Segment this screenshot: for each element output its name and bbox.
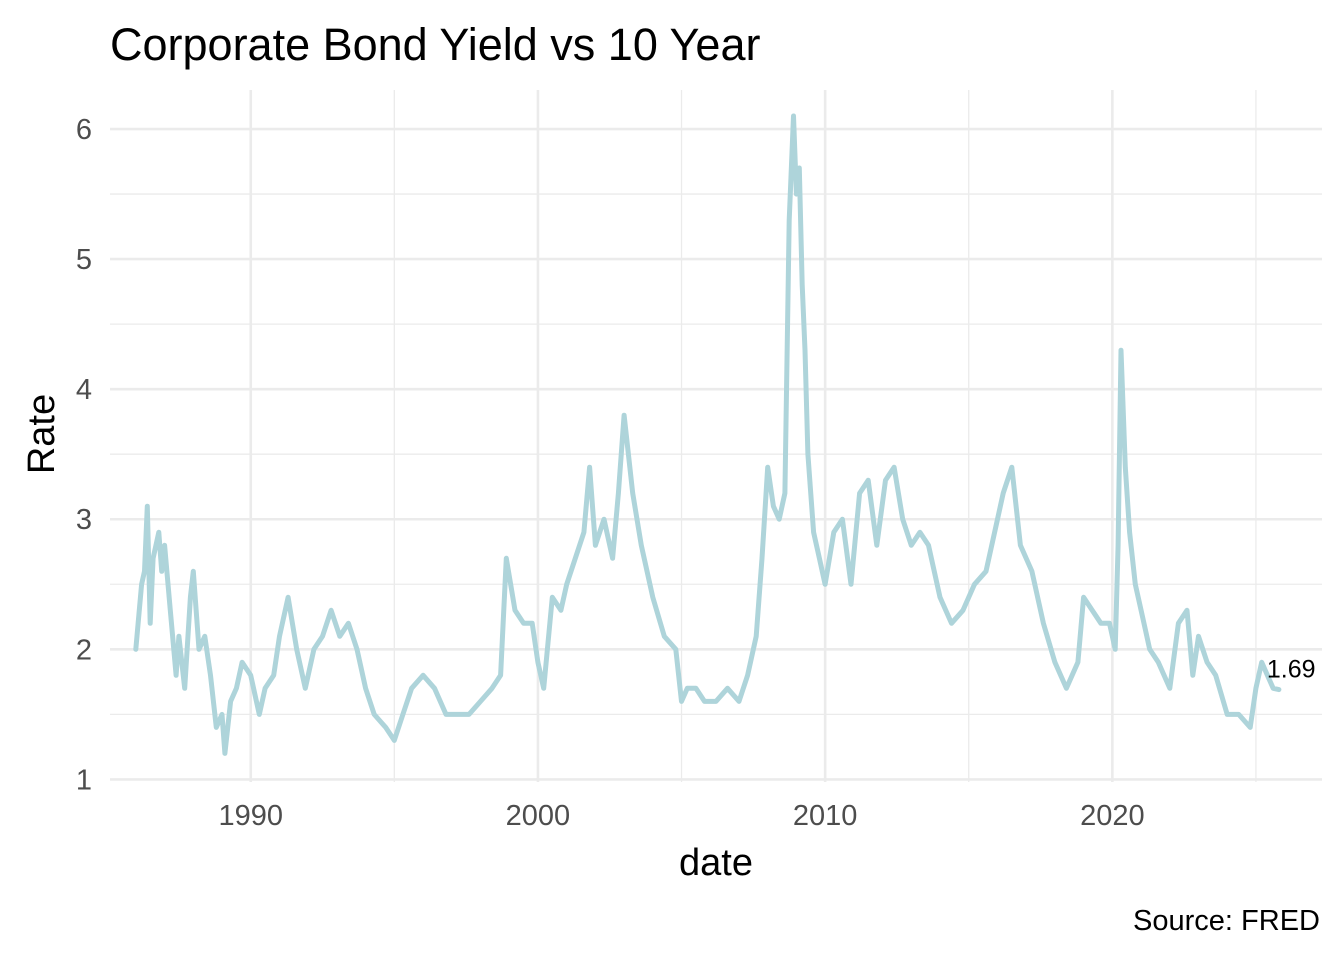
chart-title: Corporate Bond Yield vs 10 Year xyxy=(110,19,760,70)
x-tick-label: 2000 xyxy=(506,800,571,832)
y-tick-label: 5 xyxy=(76,244,92,276)
x-tick-labels: 1990 2000 2010 2020 xyxy=(218,800,1144,832)
y-axis-label: Rate xyxy=(21,394,63,474)
major-gridlines-y xyxy=(110,127,1322,781)
y-tick-label: 1 xyxy=(76,764,92,796)
y-tick-label: 6 xyxy=(76,114,92,146)
x-tick-label: 1990 xyxy=(218,800,283,832)
major-gridlines-x xyxy=(249,90,1114,782)
series-line-rate xyxy=(133,113,1282,756)
y-tick-label: 3 xyxy=(76,504,92,536)
x-axis-label: date xyxy=(679,842,753,884)
x-tick-label: 2020 xyxy=(1080,800,1145,832)
y-tick-label: 4 xyxy=(76,374,92,406)
minor-gridlines-y xyxy=(110,193,1322,716)
caption-source: Source: FRED xyxy=(1133,905,1320,937)
end-value-label: 1.69 xyxy=(1267,656,1316,684)
y-tick-labels: 1 2 3 4 5 6 xyxy=(76,114,92,796)
minor-gridlines-x xyxy=(393,90,1257,782)
x-tick-label: 2010 xyxy=(793,800,858,832)
y-tick-label: 2 xyxy=(76,634,92,666)
